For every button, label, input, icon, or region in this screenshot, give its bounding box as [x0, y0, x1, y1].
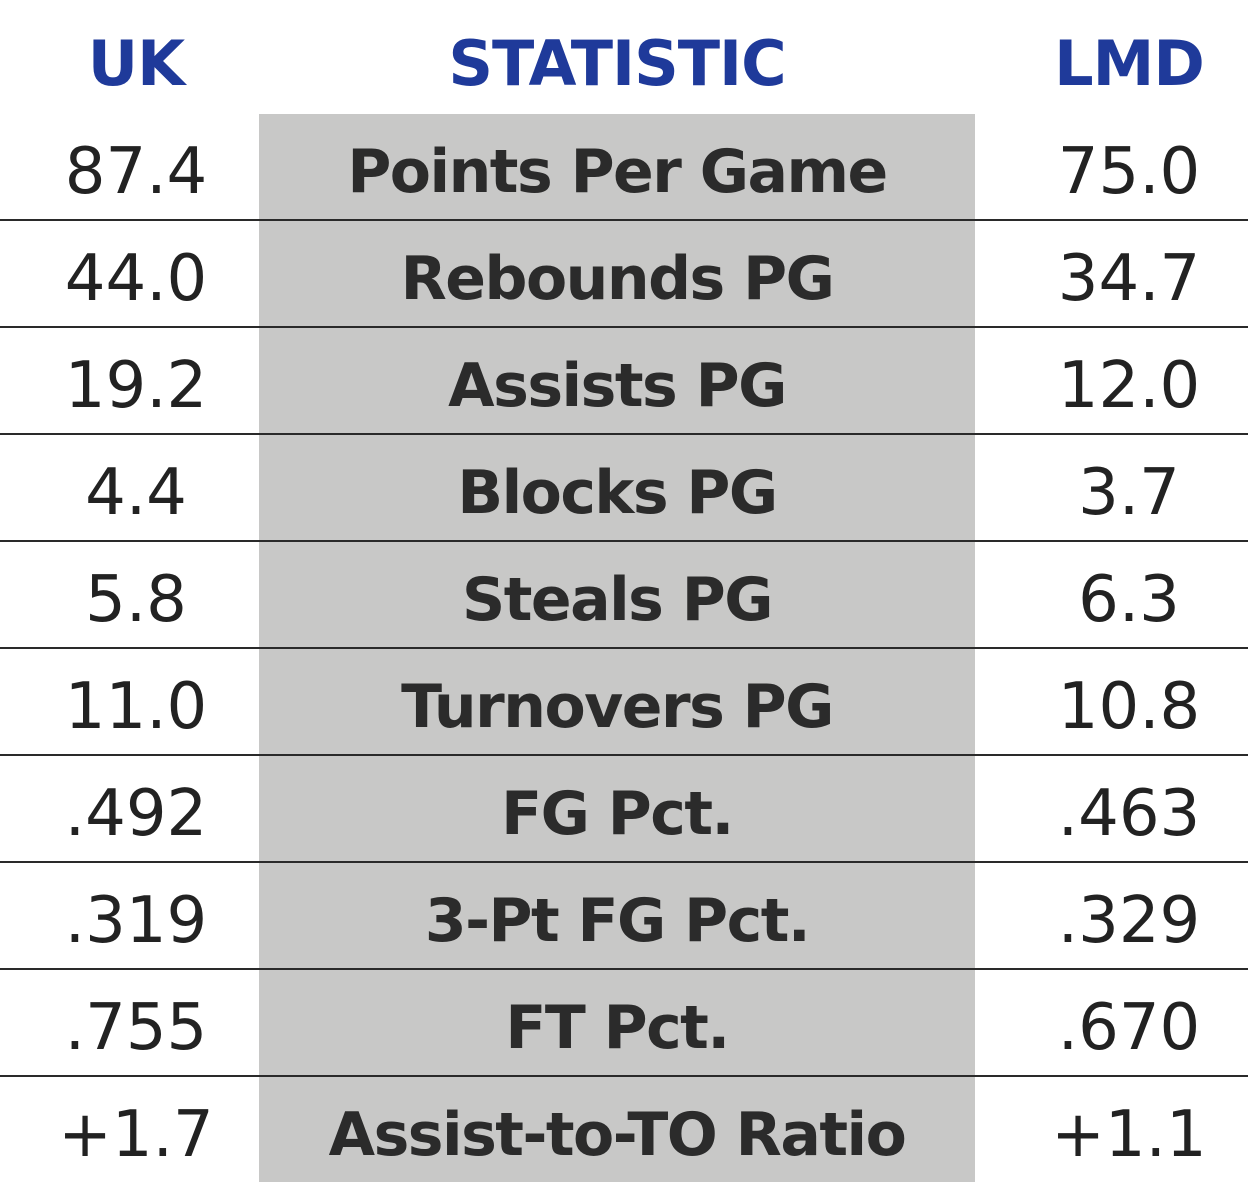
uk-value: 19.2 — [64, 349, 208, 423]
lmd-value: 12.0 — [1057, 349, 1201, 423]
uk-value: .492 — [64, 777, 208, 851]
table-row: +1.7 Assist-to-TO Ratio +1.1 — [0, 1077, 1248, 1184]
lmd-value: 3.7 — [1078, 456, 1180, 530]
lmd-value: 6.3 — [1078, 563, 1180, 637]
statistic-label: FT Pct. — [505, 993, 730, 1063]
header-lmd: LMD — [1054, 27, 1205, 100]
header-statistic: STATISTIC — [448, 27, 786, 100]
statistic-label: Assist-to-TO Ratio — [328, 1100, 907, 1170]
uk-value: 44.0 — [64, 242, 208, 316]
uk-value: 87.4 — [64, 135, 208, 209]
uk-value: +1.7 — [58, 1098, 214, 1172]
lmd-value: .463 — [1057, 777, 1201, 851]
lmd-value: 10.8 — [1057, 670, 1201, 744]
statistic-label: Points Per Game — [347, 137, 888, 207]
table-row: 44.0 Rebounds PG 34.7 — [0, 221, 1248, 328]
statistic-label: Steals PG — [462, 565, 773, 635]
table-row: .319 3-Pt FG Pct. .329 — [0, 863, 1248, 970]
uk-value: 5.8 — [85, 563, 187, 637]
header-uk: UK — [87, 27, 185, 100]
lmd-value: 75.0 — [1057, 135, 1201, 209]
lmd-value: 34.7 — [1057, 242, 1201, 316]
uk-value: .319 — [64, 884, 208, 958]
statistic-label: 3-Pt FG Pct. — [424, 886, 811, 956]
table-row: 19.2 Assists PG 12.0 — [0, 328, 1248, 435]
table-row: 87.4 Points Per Game 75.0 — [0, 114, 1248, 221]
row-divider — [0, 1075, 1248, 1077]
statistic-label: Blocks PG — [457, 458, 778, 528]
lmd-value: .329 — [1057, 884, 1201, 958]
row-divider — [0, 861, 1248, 863]
statistic-label: Turnovers PG — [401, 672, 834, 742]
lmd-value: .670 — [1057, 991, 1201, 1065]
statistic-label: FG Pct. — [501, 779, 734, 849]
row-divider — [0, 433, 1248, 435]
table-header: UK STATISTIC LMD — [0, 0, 1248, 114]
uk-value: .755 — [64, 991, 208, 1065]
statistic-label: Assists PG — [448, 351, 787, 421]
row-divider — [0, 754, 1248, 756]
table-row: .755 FT Pct. .670 — [0, 970, 1248, 1077]
uk-value: 4.4 — [85, 456, 187, 530]
row-divider — [0, 219, 1248, 221]
table-row: 11.0 Turnovers PG 10.8 — [0, 649, 1248, 756]
uk-value: 11.0 — [64, 670, 208, 744]
row-divider — [0, 326, 1248, 328]
row-divider — [0, 540, 1248, 542]
statistic-label: Rebounds PG — [400, 244, 835, 314]
table-row: 5.8 Steals PG 6.3 — [0, 542, 1248, 649]
lmd-value: +1.1 — [1051, 1098, 1207, 1172]
row-divider — [0, 647, 1248, 649]
row-divider — [0, 968, 1248, 970]
table-row: 4.4 Blocks PG 3.7 — [0, 435, 1248, 542]
table-row: .492 FG Pct. .463 — [0, 756, 1248, 863]
